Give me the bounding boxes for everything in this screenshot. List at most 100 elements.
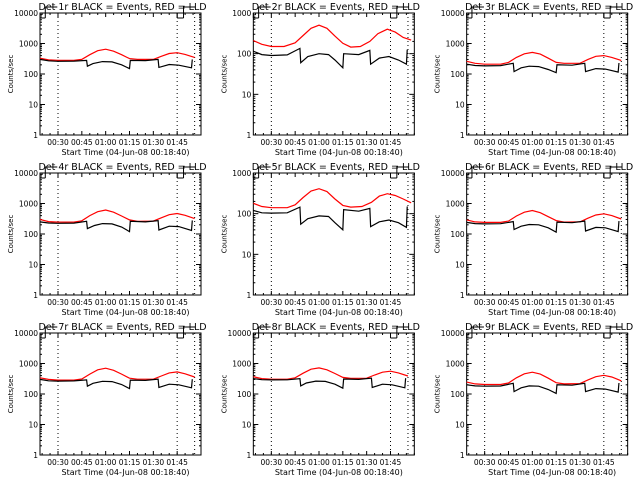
chart-panel: Det 2r BLACK = Events, RED = LLD 00:30 00:… <box>220 2 420 157</box>
x-tick-label: 00:45 <box>284 138 306 147</box>
chart-title: Det 2r BLACK = Events, RED = LLD <box>252 2 420 13</box>
y-tick-label: 1000 <box>446 360 465 369</box>
plot-frame <box>252 172 415 296</box>
chart-panel: Det 4r BLACK = Events, RED = LLD 00:30 00:… <box>7 162 207 317</box>
x-tick-label: 01:15 <box>332 458 354 467</box>
x-tick-label: 00:30 <box>47 138 69 147</box>
x-tick-label: 00:30 <box>474 298 496 307</box>
x-tick-label: 01:45 <box>593 138 615 147</box>
x-tick-label: 01:45 <box>166 298 188 307</box>
x-tick-label: 00:30 <box>474 138 496 147</box>
x-tick-label: 01:30 <box>143 138 165 147</box>
events-series-line <box>466 382 620 395</box>
y-tick-label: 1000 <box>232 9 251 18</box>
y-tick-label: 1 <box>460 131 465 140</box>
x-tick-label: 01:45 <box>380 458 402 467</box>
y-tick-label: 1 <box>460 291 465 300</box>
y-tick-label: 100 <box>24 390 39 399</box>
y-tick-label: 100 <box>237 50 252 59</box>
y-tick-label: 10 <box>242 250 252 259</box>
chart-title: Det 5r BLACK = Events, RED = LLD <box>252 162 420 173</box>
y-tick-label: 100 <box>450 230 465 239</box>
chart-panel: Det 3r BLACK = Events, RED = LLD 00:30 00:… <box>434 2 634 157</box>
x-tick-label: 00:45 <box>71 138 93 147</box>
x-axis-label: Start Time (04-Jun-08 00:18:40) <box>488 308 616 317</box>
events-series-line <box>253 377 407 390</box>
events-series-line <box>253 206 408 232</box>
events-series-line <box>39 219 193 233</box>
chart-title: Det 6r BLACK = Events, RED = LLD <box>465 162 633 173</box>
y-tick-label: 1 <box>247 451 252 460</box>
x-tick-label: 00:30 <box>474 458 496 467</box>
x-axis-label: Start Time (04-Jun-08 00:18:40) <box>488 468 616 477</box>
x-tick-label: 00:45 <box>71 298 93 307</box>
chart-title: Det 8r BLACK = Events, RED = LLD <box>252 322 420 333</box>
x-tick-label: 00:45 <box>71 458 93 467</box>
x-tick-label: 00:30 <box>261 298 283 307</box>
x-tick-label: 01:15 <box>545 458 567 467</box>
x-tick-label: 00:30 <box>261 458 283 467</box>
y-tick-label: 10000 <box>14 329 38 338</box>
x-axis-label: Start Time (04-Jun-08 00:18:40) <box>488 148 616 157</box>
y-tick-label: 10000 <box>14 169 38 178</box>
y-tick-label: 10 <box>28 101 38 110</box>
x-tick-label: 01:45 <box>593 458 615 467</box>
chart-title: Det 9r BLACK = Events, RED = LLD <box>465 322 633 333</box>
y-tick-label: 1 <box>33 451 38 460</box>
x-tick-label: 01:15 <box>332 138 354 147</box>
x-tick-label: 01:15 <box>119 298 141 307</box>
y-tick-label: 10000 <box>14 9 38 18</box>
x-tick-label: 01:45 <box>593 298 615 307</box>
y-tick-label: 1 <box>247 291 252 300</box>
chart-panel: Det 6r BLACK = Events, RED = LLD 00:30 00:… <box>434 162 634 317</box>
x-tick-label: 01:15 <box>119 138 141 147</box>
y-tick-label: 10 <box>455 421 465 430</box>
y-tick-label: 100 <box>450 390 465 399</box>
lld-series-line <box>466 51 622 65</box>
lld-series-line <box>253 188 412 209</box>
events-series-line <box>466 62 620 74</box>
y-axis-label: Counts/sec <box>7 215 15 254</box>
x-tick-label: 01:45 <box>380 298 402 307</box>
y-axis-label: Counts/sec <box>434 375 442 414</box>
x-tick-label: 00:45 <box>284 298 306 307</box>
y-tick-label: 10 <box>28 421 38 430</box>
x-tick-label: 01:00 <box>308 138 330 147</box>
x-tick-label: 01:30 <box>143 458 165 467</box>
x-tick-label: 00:30 <box>261 138 283 147</box>
y-tick-label: 1 <box>247 131 252 140</box>
y-axis-label: Counts/sec <box>220 215 228 254</box>
x-axis-label: Start Time (04-Jun-08 00:18:40) <box>275 308 403 317</box>
y-tick-label: 1000 <box>19 40 38 49</box>
y-tick-label: 100 <box>237 210 252 219</box>
x-tick-label: 01:30 <box>569 458 591 467</box>
x-tick-label: 01:00 <box>522 138 544 147</box>
y-axis-label: Counts/sec <box>7 55 15 94</box>
y-tick-label: 1000 <box>19 200 38 209</box>
x-tick-label: 01:30 <box>569 298 591 307</box>
y-tick-label: 100 <box>237 390 252 399</box>
y-tick-label: 1000 <box>232 169 251 178</box>
x-tick-label: 01:30 <box>356 458 378 467</box>
x-tick-label: 01:30 <box>569 138 591 147</box>
x-tick-label: 01:30 <box>356 138 378 147</box>
y-tick-label: 10 <box>455 101 465 110</box>
y-axis-label: Counts/sec <box>220 55 228 94</box>
y-tick-label: 1 <box>33 131 38 140</box>
y-axis-label: Counts/sec <box>434 55 442 94</box>
x-tick-label: 01:30 <box>356 298 378 307</box>
x-tick-label: 01:15 <box>545 138 567 147</box>
y-tick-label: 100 <box>24 230 39 239</box>
x-tick-label: 00:30 <box>47 298 69 307</box>
events-series-line <box>39 378 193 390</box>
events-series-line <box>466 220 620 234</box>
y-tick-label: 10 <box>28 261 38 270</box>
chart-panel: Det 9r BLACK = Events, RED = LLD 00:30 00:… <box>434 322 634 477</box>
x-tick-label: 00:45 <box>498 458 520 467</box>
chart-panel: Det 7r BLACK = Events, RED = LLD 00:30 00:… <box>7 322 207 477</box>
lld-series-line <box>466 371 622 386</box>
x-tick-label: 01:15 <box>545 298 567 307</box>
x-tick-label: 01:00 <box>308 458 330 467</box>
x-tick-label: 01:00 <box>95 138 117 147</box>
